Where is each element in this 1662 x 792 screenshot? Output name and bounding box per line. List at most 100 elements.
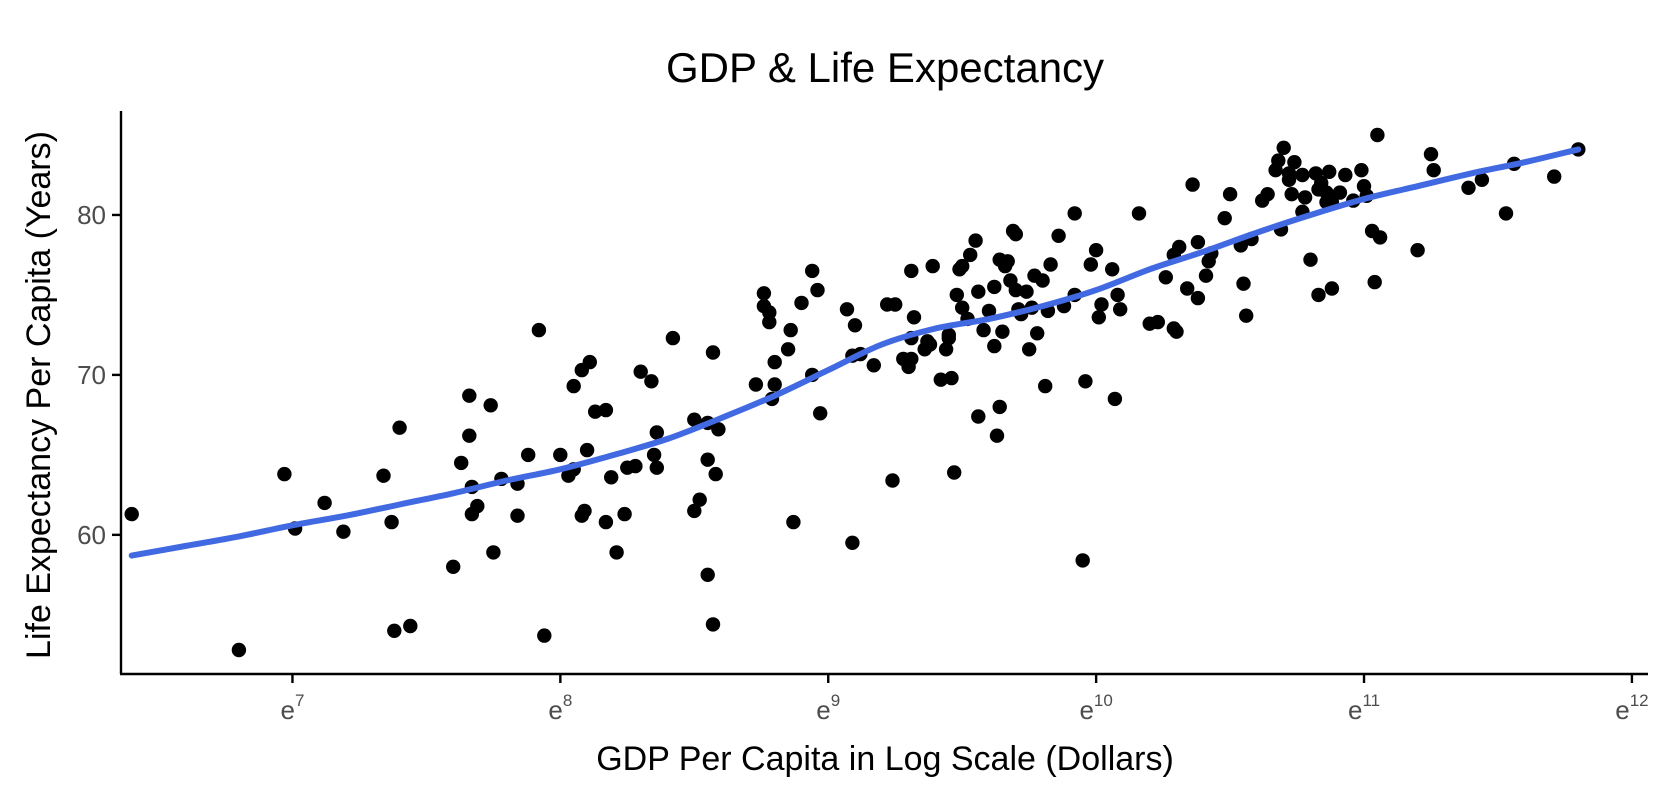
data-point bbox=[588, 404, 603, 419]
data-point bbox=[700, 567, 715, 582]
x-tick-exponent: 11 bbox=[1362, 691, 1380, 710]
data-point bbox=[1303, 252, 1318, 267]
data-point bbox=[1150, 314, 1166, 330]
y-tick-label: 80 bbox=[77, 200, 106, 230]
data-point bbox=[1158, 270, 1174, 285]
data-point bbox=[1276, 140, 1291, 155]
data-point bbox=[1198, 268, 1214, 283]
data-point bbox=[566, 378, 581, 394]
data-point bbox=[644, 374, 659, 389]
x-tick-exponent: 10 bbox=[1094, 691, 1113, 710]
data-point bbox=[633, 364, 648, 379]
x-tick-base: e bbox=[280, 695, 294, 725]
x-tick-exponent: 12 bbox=[1630, 691, 1649, 710]
data-point bbox=[486, 545, 501, 560]
data-point bbox=[617, 506, 632, 522]
data-point bbox=[1332, 185, 1348, 200]
data-point bbox=[708, 466, 723, 482]
data-point bbox=[510, 508, 525, 523]
data-point bbox=[317, 495, 332, 511]
data-point bbox=[665, 330, 681, 346]
data-point bbox=[1110, 287, 1125, 303]
data-point bbox=[944, 370, 959, 386]
data-point bbox=[521, 447, 536, 463]
data-point bbox=[1338, 167, 1353, 183]
data-point bbox=[767, 354, 782, 370]
x-tick-exponent: 9 bbox=[831, 691, 840, 710]
data-point bbox=[839, 302, 855, 317]
data-point bbox=[906, 310, 922, 325]
data-point bbox=[904, 351, 919, 367]
data-point bbox=[1474, 172, 1490, 187]
data-point bbox=[971, 409, 986, 424]
data-point bbox=[847, 318, 863, 333]
data-point bbox=[1190, 235, 1206, 250]
data-point bbox=[1260, 187, 1275, 202]
data-point bbox=[1051, 228, 1066, 243]
data-point bbox=[989, 428, 1005, 443]
scatter-points bbox=[124, 127, 1586, 658]
x-tick-label: e8 bbox=[548, 691, 572, 725]
data-point bbox=[692, 492, 707, 507]
data-point bbox=[780, 342, 796, 357]
data-point bbox=[579, 442, 595, 458]
data-point bbox=[904, 263, 919, 279]
data-point bbox=[1367, 274, 1382, 290]
data-point bbox=[1075, 553, 1090, 568]
data-point bbox=[1180, 281, 1195, 296]
data-point bbox=[1035, 273, 1050, 288]
data-point bbox=[531, 322, 547, 338]
data-point bbox=[1426, 163, 1441, 178]
data-point bbox=[1311, 287, 1326, 303]
data-point bbox=[845, 535, 860, 550]
data-point bbox=[1008, 227, 1023, 242]
data-point bbox=[1169, 324, 1184, 339]
data-point bbox=[922, 337, 938, 352]
data-point bbox=[1222, 187, 1238, 202]
data-point bbox=[403, 618, 418, 634]
data-point bbox=[992, 399, 1007, 415]
data-point bbox=[995, 324, 1010, 339]
data-point bbox=[947, 465, 962, 480]
data-point bbox=[598, 514, 614, 530]
data-point bbox=[813, 406, 828, 421]
data-point bbox=[1239, 308, 1254, 323]
data-point bbox=[1091, 310, 1107, 325]
data-point bbox=[1088, 243, 1104, 258]
y-tick-label: 60 bbox=[77, 520, 106, 550]
trend-line bbox=[128, 146, 1582, 559]
data-point bbox=[1498, 206, 1514, 221]
x-tick-exponent: 8 bbox=[563, 691, 572, 710]
data-point bbox=[1113, 302, 1128, 317]
data-point bbox=[1083, 257, 1099, 272]
data-point bbox=[1190, 290, 1206, 306]
data-point bbox=[705, 345, 721, 360]
data-point bbox=[1295, 167, 1310, 183]
data-point bbox=[1185, 177, 1200, 192]
data-point bbox=[687, 503, 702, 519]
x-tick-label: e11 bbox=[1348, 691, 1380, 725]
data-point bbox=[783, 322, 798, 338]
data-point bbox=[1324, 281, 1340, 296]
data-point bbox=[609, 545, 624, 560]
data-point bbox=[925, 258, 940, 274]
y-ticks: 60 70 80 bbox=[77, 200, 121, 550]
data-point bbox=[1370, 127, 1385, 143]
x-tick-base: e bbox=[548, 695, 562, 725]
data-point bbox=[462, 428, 477, 443]
x-tick-base: e bbox=[1615, 695, 1629, 725]
data-point bbox=[711, 422, 726, 437]
data-point bbox=[336, 524, 351, 539]
data-point bbox=[976, 322, 991, 338]
data-point bbox=[866, 358, 881, 373]
data-point bbox=[1297, 190, 1313, 205]
data-point bbox=[582, 354, 597, 370]
data-point bbox=[971, 284, 986, 299]
x-tick-label: e7 bbox=[280, 691, 304, 725]
x-ticks: e7 e8 e9 e10 e11 e12 bbox=[280, 674, 1649, 725]
data-point bbox=[124, 506, 139, 522]
data-point bbox=[968, 233, 983, 248]
chart-title: GDP & Life Expectancy bbox=[666, 44, 1104, 91]
data-point bbox=[1271, 153, 1286, 168]
